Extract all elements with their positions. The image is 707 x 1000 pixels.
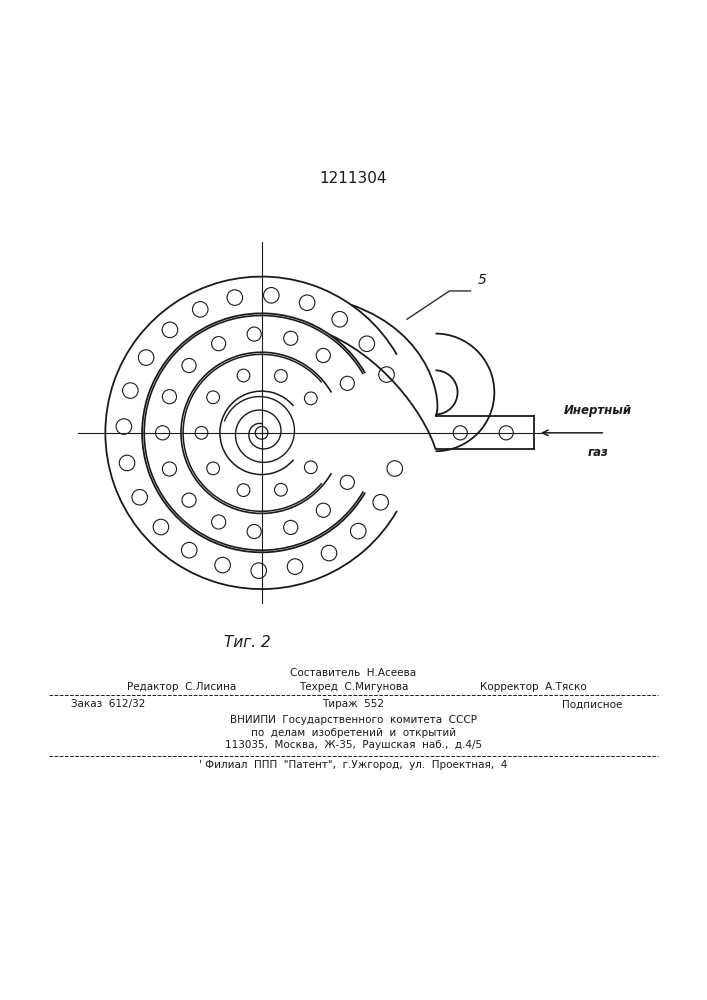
Text: по  делам  изобретений  и  открытий: по делам изобретений и открытий	[251, 728, 456, 738]
Text: Составитель  Н.Асеева: Составитель Н.Асеева	[291, 668, 416, 678]
Text: Тираж  552: Тираж 552	[322, 699, 385, 709]
Text: Редактор  С.Лисина: Редактор С.Лисина	[127, 682, 237, 692]
Text: Инертный: Инертный	[564, 404, 632, 417]
Text: Техред  С.Мигунова: Техред С.Мигунова	[299, 682, 408, 692]
Text: Подписное: Подписное	[562, 699, 622, 709]
Text: 5: 5	[478, 273, 486, 287]
Text: Τиг. 2: Τиг. 2	[224, 635, 271, 650]
Text: газ: газ	[588, 446, 609, 459]
Text: ВНИИПИ  Государственного  комитета  СССР: ВНИИПИ Государственного комитета СССР	[230, 715, 477, 725]
Text: Заказ  612/32: Заказ 612/32	[71, 699, 145, 709]
Text: ' Филиал  ППП  "Патент",  г.Ужгород,  ул.  Проектная,  4: ' Филиал ППП "Патент", г.Ужгород, ул. Пр…	[199, 760, 508, 770]
Text: 113035,  Москва,  Ж-35,  Раушская  наб.,  д.4/5: 113035, Москва, Ж-35, Раушская наб., д.4…	[225, 740, 482, 750]
Text: Корректор  А.Тяско: Корректор А.Тяско	[480, 682, 587, 692]
Text: 1211304: 1211304	[320, 171, 387, 186]
